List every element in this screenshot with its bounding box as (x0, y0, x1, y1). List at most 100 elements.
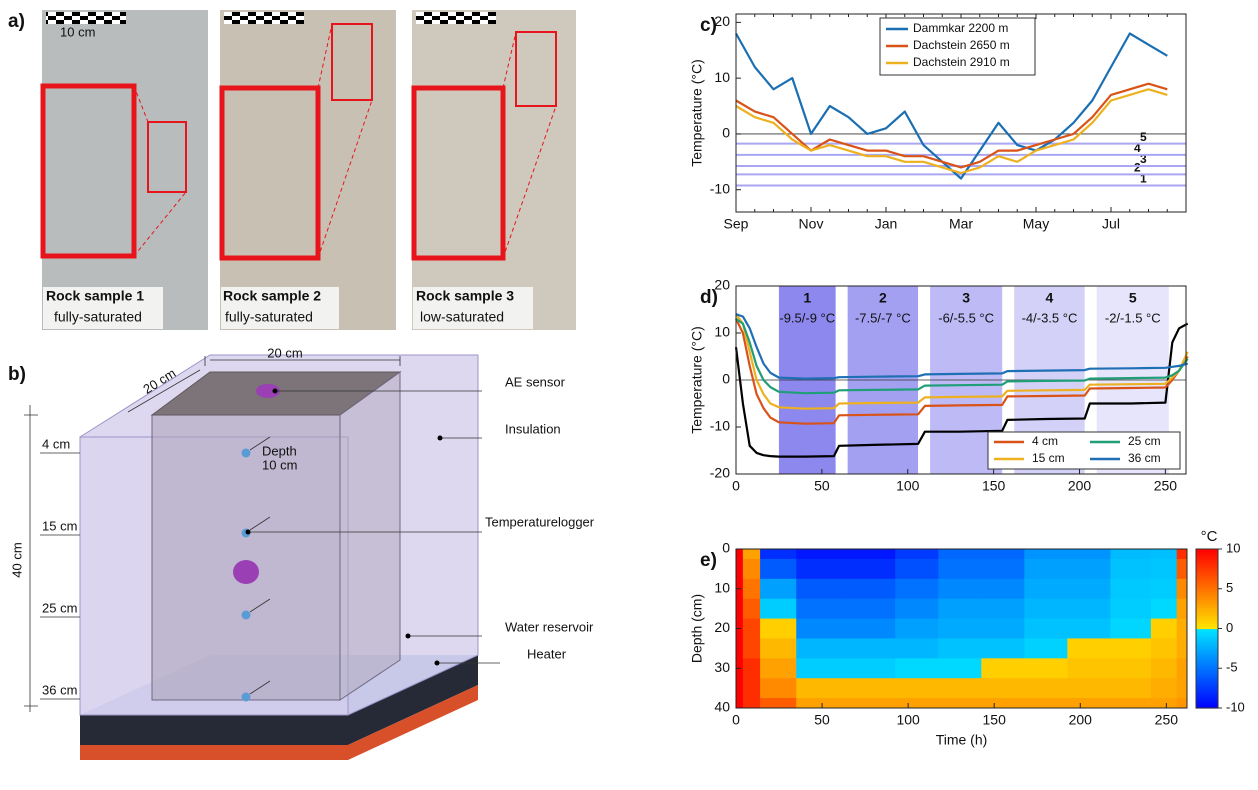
sample-front (151, 414, 341, 701)
heat-cell (938, 658, 982, 679)
colorbar-step (1196, 591, 1218, 595)
heat-cell (1150, 678, 1178, 699)
colorbar-step (1196, 647, 1218, 651)
region-range: -4/-3.5 °C (1022, 310, 1078, 325)
y-tick-label: 0 (722, 125, 730, 141)
scale-bar (224, 12, 304, 24)
heat-cell (1176, 558, 1188, 580)
colorbar-step (1196, 612, 1218, 616)
leader-dots (245, 388, 443, 666)
x-tick-label: 250 (1154, 478, 1178, 494)
heat-cell (742, 678, 761, 699)
colorbar-label: 10 (1226, 540, 1240, 555)
heat-cell (1176, 658, 1188, 679)
heat-cell (760, 678, 797, 699)
heat-cell (736, 598, 744, 620)
logger-label: 10 cm (262, 457, 297, 472)
heat-cell (895, 578, 939, 600)
colorbar-step (1196, 631, 1218, 635)
region-label: 2 (879, 290, 887, 306)
colorbar-step (1196, 692, 1218, 696)
x-tick-label: 0 (732, 712, 740, 728)
heat-cell (981, 578, 1025, 600)
colorbar-step (1196, 705, 1218, 709)
y-tick-label: 10 (714, 579, 730, 595)
colorbar-step (1196, 697, 1218, 701)
colorbar-step (1196, 575, 1218, 579)
heat-cell (1067, 598, 1111, 620)
colorbar-step (1196, 670, 1218, 675)
colorbar-step (1196, 649, 1218, 653)
heat-cell (1024, 638, 1068, 659)
colorbar-step (1196, 604, 1218, 608)
legend-box (987, 431, 1181, 470)
colorbar-step (1196, 599, 1218, 603)
panel-b: b) AE sensor Insulation Temperaturelogge… (8, 345, 595, 760)
ae-sensor (233, 560, 259, 584)
scale-bar (46, 12, 126, 24)
panel-label: b) (8, 364, 26, 385)
heat-cell (742, 658, 761, 679)
heat-cell (1067, 658, 1111, 679)
heat-cell (938, 578, 982, 600)
depth-label: 36 cm (42, 682, 77, 697)
legend-label: Dammkar 2200 m (913, 21, 1008, 35)
heat-cell (1024, 558, 1068, 580)
colorbar-step (1196, 633, 1218, 638)
colorbar-step (1196, 623, 1218, 627)
region-range: -9.5/-9 °C (779, 310, 835, 325)
x-tick-label: Nov (799, 216, 824, 232)
heat-cell (895, 618, 939, 639)
heat-cell (736, 678, 744, 699)
x-tick-label: May (1023, 216, 1049, 232)
colorbar-step (1196, 556, 1218, 561)
heat-cell (1176, 549, 1188, 560)
heat-cell (938, 638, 982, 659)
y-tick-label: 20 (714, 619, 730, 635)
heat-cell (895, 638, 939, 659)
x-tick-label: 150 (982, 478, 1006, 494)
zoom-boxes (40, 23, 557, 261)
colorbar-label: 5 (1226, 580, 1233, 595)
ae-sensor (256, 384, 280, 398)
heat-cell (1176, 578, 1188, 600)
heat-cell (736, 698, 744, 709)
heat-cell (796, 598, 849, 620)
region-range: -6/-5.5 °C (938, 310, 994, 325)
legend-label: Dachstein 2650 m (913, 38, 1010, 52)
heat-cell (1150, 658, 1178, 679)
heat-cell (796, 658, 849, 679)
colorbar-step (1196, 628, 1218, 632)
heat-cell (742, 549, 761, 560)
colorbar-title: °C (1201, 528, 1218, 545)
caption-box (43, 287, 163, 329)
y-tick-label: -20 (710, 465, 730, 481)
colorbar-step (1196, 700, 1218, 704)
y-tick-label: 20 (714, 277, 730, 293)
heat-cell (1067, 618, 1111, 639)
heat-cell (742, 598, 761, 620)
region-range: -2/-1.5 °C (1105, 310, 1161, 325)
colorbar-step (1196, 562, 1218, 566)
reference-label: 4 (1134, 141, 1141, 155)
panel-label: e) (700, 550, 717, 571)
legend-label: 25 cm (1128, 434, 1161, 448)
heat-cell (760, 598, 797, 620)
region-label: 4 (1046, 290, 1054, 306)
colorbar-step (1196, 625, 1218, 630)
heat-cell (895, 658, 939, 679)
colorbar-step (1196, 602, 1218, 606)
part-label: Water reservoir (505, 619, 594, 634)
part-label: AE sensor (505, 374, 566, 389)
panel-label: c) (700, 15, 717, 36)
colorbar-step (1196, 639, 1218, 643)
colorbar-step (1196, 652, 1218, 656)
heat-cell (742, 618, 761, 639)
legend-label: 4 cm (1032, 434, 1058, 448)
heat-cell (1110, 658, 1152, 679)
colorbar-step (1196, 586, 1218, 590)
heat-cell (1067, 698, 1111, 709)
heat-cell (1150, 598, 1178, 620)
heat-cell (742, 698, 761, 709)
heat-cell (1024, 698, 1068, 709)
